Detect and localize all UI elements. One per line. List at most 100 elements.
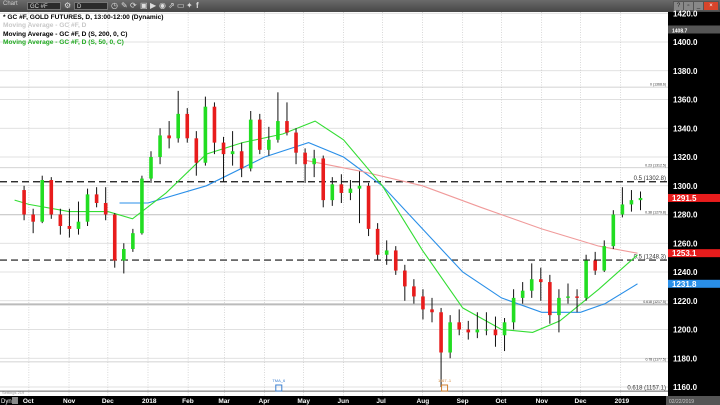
candle-body — [303, 152, 307, 165]
comment-icon[interactable]: ▭ — [177, 1, 185, 10]
candle-body — [366, 185, 371, 229]
candle-body — [276, 121, 280, 140]
y-axis[interactable] — [668, 12, 720, 405]
candle-body — [430, 309, 434, 313]
annotation-marker-icon — [441, 384, 449, 392]
annotation-label: TMA_6 — [272, 378, 286, 383]
candle-body — [412, 286, 416, 297]
candle-body — [103, 203, 108, 215]
chart-label: Chart — [3, 1, 18, 7]
pencil-icon[interactable]: ✎ — [121, 1, 128, 10]
moving-average-line-blue — [119, 142, 638, 313]
x-axis — [0, 396, 668, 405]
candle-body — [67, 226, 72, 229]
candle-body — [375, 228, 380, 255]
chart-toolbar: Chart GC #F ⚙ D ◷ ✎ ⟳ ▣ ▶ ◉ ⇗ ▭ ✦ f ? ▫ … — [0, 0, 720, 12]
candle-body — [357, 185, 362, 189]
facebook-icon[interactable]: f — [196, 1, 199, 10]
share-icon[interactable]: ⇗ — [168, 1, 175, 10]
symbol-input[interactable]: GC #F — [27, 2, 61, 10]
candle-body — [566, 296, 570, 298]
candle-body — [257, 119, 262, 150]
candle-body — [620, 204, 625, 215]
candle-body — [312, 158, 316, 165]
fib-level-label: 0.618 (1217.5) — [643, 300, 666, 304]
candle-body — [194, 138, 199, 163]
candle-body — [602, 246, 607, 271]
candle-body — [593, 260, 597, 271]
candle-body — [221, 142, 226, 155]
annotations: TMA_6 1167..1 — [272, 378, 452, 392]
candle-body — [439, 312, 443, 353]
candle-body — [611, 214, 616, 247]
chart-legend: * GC #F, GOLD FUTURES, D, 13:00-12:00 (D… — [3, 14, 164, 47]
candle-body — [421, 296, 425, 310]
candles — [22, 90, 643, 387]
twitter-icon[interactable]: ✦ — [186, 1, 193, 10]
candle-body — [140, 178, 144, 234]
settings-icon[interactable]: ⚙ — [64, 1, 72, 10]
candle-body — [167, 135, 171, 139]
legend-ma-50[interactable]: Moving Average - GC #F, D (S, 50, 0, C) — [3, 38, 124, 46]
candle-body — [40, 180, 45, 222]
candle-body — [466, 329, 471, 333]
candle-body — [285, 121, 289, 133]
candle-body — [493, 329, 498, 336]
candle-body — [557, 297, 561, 316]
legend-ma-1[interactable]: Moving Average - GC #F, D — [3, 22, 87, 30]
candle-body — [58, 214, 63, 226]
candle-body — [330, 184, 335, 201]
candle-body — [76, 221, 81, 229]
candle-body — [502, 322, 507, 336]
candle-body — [393, 250, 398, 271]
fib-level-label: 0.5 (1302.8) — [634, 176, 666, 182]
close-button[interactable]: × — [703, 1, 719, 11]
candle-body — [248, 119, 253, 169]
moving-average-line-red — [303, 159, 638, 254]
clock-icon[interactable]: ◷ — [111, 1, 118, 10]
fib-level-label: 0.618 (1157.1) — [627, 386, 666, 392]
interval-select[interactable]: D — [74, 2, 108, 10]
grid — [0, 12, 668, 396]
candle-body — [321, 158, 326, 201]
refresh-icon[interactable]: ⟳ — [130, 1, 137, 10]
fib-level-label: 0.5 (1248.3) — [634, 255, 666, 261]
fib-level-label: 0 (1368.6) — [650, 83, 666, 87]
candle-body — [584, 260, 588, 298]
annotation-label: 1167..1 — [438, 378, 452, 383]
candle-body — [520, 290, 525, 298]
candle-body — [239, 151, 244, 169]
moving-averages — [14, 120, 638, 333]
annotation-marker-icon — [275, 384, 283, 392]
play-icon[interactable]: ▶ — [150, 1, 157, 10]
legend-title: * GC #F, GOLD FUTURES, D, 13:00-12:00 (D… — [3, 14, 164, 21]
candle-body — [384, 250, 389, 255]
candle-body — [548, 282, 552, 316]
candle-body — [339, 184, 344, 193]
candle-body — [176, 113, 180, 139]
legend-ma-200[interactable]: Moving Average - GC #F, D (S, 200, 0, C) — [3, 30, 128, 38]
candle-body — [475, 329, 480, 333]
candle-body — [629, 200, 634, 205]
candle-body — [511, 297, 516, 323]
candle-body — [457, 322, 462, 330]
candle-body — [131, 233, 135, 249]
candle-body — [149, 157, 153, 179]
candle-body — [448, 322, 452, 353]
image-icon[interactable]: ▣ — [140, 1, 148, 10]
lock-icon[interactable]: ◉ — [159, 1, 166, 10]
candle-body — [348, 188, 353, 193]
candle-body — [529, 279, 534, 291]
candle-body — [22, 190, 26, 215]
candle-body — [185, 113, 190, 139]
candle-body — [203, 106, 208, 163]
moving-average-line-green — [14, 120, 638, 333]
candle-body — [158, 135, 162, 157]
candle-body — [403, 270, 407, 287]
fib-levels: 0 (1368.6) 0.23 (1312.5) 0.5 (1302.8) 0.38 … — [0, 83, 668, 392]
candle-body — [638, 197, 643, 201]
fib-level-label: 0.38 (1279.8) — [645, 210, 666, 214]
fib-level-label: 0.78 (1177.5) — [645, 357, 666, 361]
candle-body — [212, 106, 217, 143]
